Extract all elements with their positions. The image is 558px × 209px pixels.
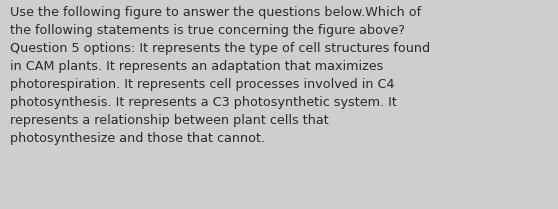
Text: Use the following figure to answer the questions below.Which of
the following st: Use the following figure to answer the q… <box>10 6 430 145</box>
